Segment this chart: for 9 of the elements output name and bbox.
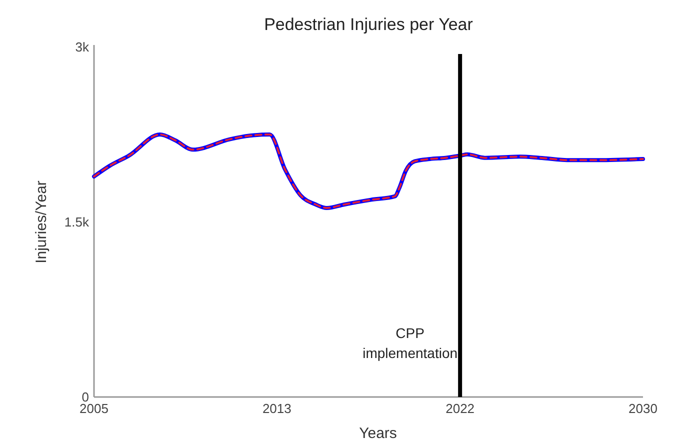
x-tick-label: 2022 [446,401,475,416]
y-tick-label: 1.5k [64,214,90,230]
x-tick-label: 2013 [262,401,292,416]
ref-line-label: CPP implementation [362,325,458,361]
x-axis-title: Years [359,425,397,442]
y-axis-title: Injuries/Year [33,180,50,264]
chart-title: Pedestrian Injuries per Year [264,15,474,34]
y-tick-label: 3k [75,40,90,55]
x-tick-label: 2030 [628,401,658,416]
